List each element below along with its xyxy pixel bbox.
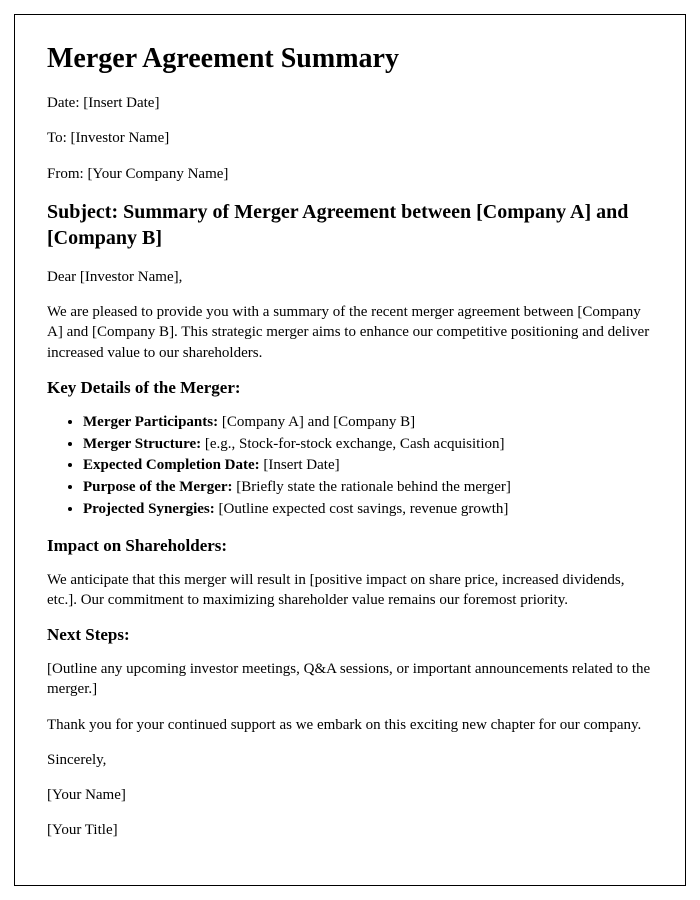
signer-title: [Your Title] [47,820,653,840]
impact-paragraph: We anticipate that this merger will resu… [47,570,653,611]
next-steps-heading: Next Steps: [47,625,653,645]
key-details-heading: Key Details of the Merger: [47,378,653,398]
list-item: Merger Participants: [Company A] and [Co… [83,412,653,434]
document-title: Merger Agreement Summary [47,43,653,75]
list-item: Projected Synergies: [Outline expected c… [83,499,653,521]
key-details-list: Merger Participants: [Company A] and [Co… [83,412,653,521]
item-label: Purpose of the Merger: [83,479,236,495]
to-label: To: [47,130,71,146]
item-value: [Briefly state the rationale behind the … [236,479,511,495]
to-value: [Investor Name] [71,130,170,146]
list-item: Merger Structure: [e.g., Stock-for-stock… [83,434,653,456]
thanks-paragraph: Thank you for your continued support as … [47,715,653,735]
item-label: Projected Synergies: [83,501,219,517]
item-label: Expected Completion Date: [83,457,263,473]
list-item: Expected Completion Date: [Insert Date] [83,455,653,477]
item-value: [Insert Date] [263,457,339,473]
from-label: From: [47,166,87,182]
document-page: Merger Agreement Summary Date: [Insert D… [14,14,686,886]
to-line: To: [Investor Name] [47,128,653,148]
signer-name: [Your Name] [47,785,653,805]
closing: Sincerely, [47,750,653,770]
from-line: From: [Your Company Name] [47,164,653,184]
impact-heading: Impact on Shareholders: [47,536,653,556]
item-label: Merger Structure: [83,436,205,452]
next-steps-paragraph: [Outline any upcoming investor meetings,… [47,659,653,700]
list-item: Purpose of the Merger: [Briefly state th… [83,477,653,499]
from-value: [Your Company Name] [87,166,228,182]
subject-heading: Subject: Summary of Merger Agreement bet… [47,199,653,251]
salutation: Dear [Investor Name], [47,267,653,287]
item-value: [Outline expected cost savings, revenue … [219,501,509,517]
intro-paragraph: We are pleased to provide you with a sum… [47,302,653,363]
date-line: Date: [Insert Date] [47,93,653,113]
date-value: [Insert Date] [83,95,159,111]
item-label: Merger Participants: [83,414,222,430]
item-value: [Company A] and [Company B] [222,414,415,430]
item-value: [e.g., Stock-for-stock exchange, Cash ac… [205,436,505,452]
date-label: Date: [47,95,83,111]
